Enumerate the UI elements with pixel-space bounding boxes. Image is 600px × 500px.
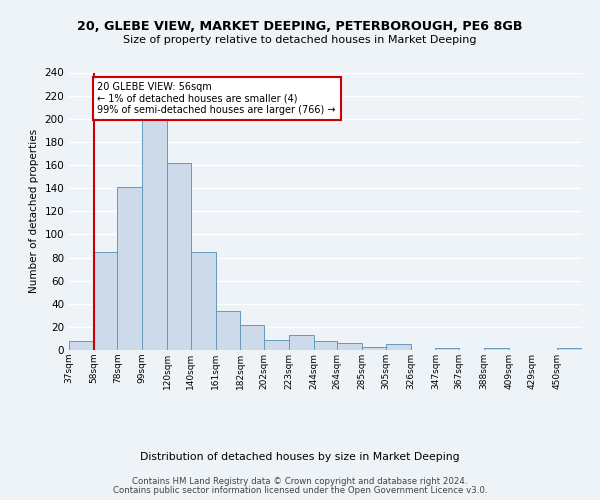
Bar: [167, 162, 191, 350]
Bar: [386, 344, 410, 350]
Bar: [362, 346, 386, 350]
Text: Contains public sector information licensed under the Open Government Licence v3: Contains public sector information licen…: [113, 486, 487, 495]
Bar: [557, 348, 582, 350]
Bar: [484, 348, 509, 350]
Text: Distribution of detached houses by size in Market Deeping: Distribution of detached houses by size …: [140, 452, 460, 462]
Bar: [94, 252, 118, 350]
Bar: [142, 118, 167, 350]
Bar: [289, 335, 314, 350]
Bar: [69, 341, 94, 350]
Bar: [241, 324, 264, 350]
Bar: [337, 343, 362, 350]
Bar: [191, 252, 215, 350]
Bar: [436, 348, 459, 350]
Text: 20 GLEBE VIEW: 56sqm
← 1% of detached houses are smaller (4)
99% of semi-detache: 20 GLEBE VIEW: 56sqm ← 1% of detached ho…: [97, 82, 336, 115]
Y-axis label: Number of detached properties: Number of detached properties: [29, 129, 39, 294]
Bar: [118, 187, 142, 350]
Text: 20, GLEBE VIEW, MARKET DEEPING, PETERBOROUGH, PE6 8GB: 20, GLEBE VIEW, MARKET DEEPING, PETERBOR…: [77, 20, 523, 33]
Bar: [314, 341, 337, 350]
Text: Contains HM Land Registry data © Crown copyright and database right 2024.: Contains HM Land Registry data © Crown c…: [132, 477, 468, 486]
Text: Size of property relative to detached houses in Market Deeping: Size of property relative to detached ho…: [123, 35, 477, 45]
Bar: [264, 340, 289, 350]
Bar: [215, 310, 241, 350]
